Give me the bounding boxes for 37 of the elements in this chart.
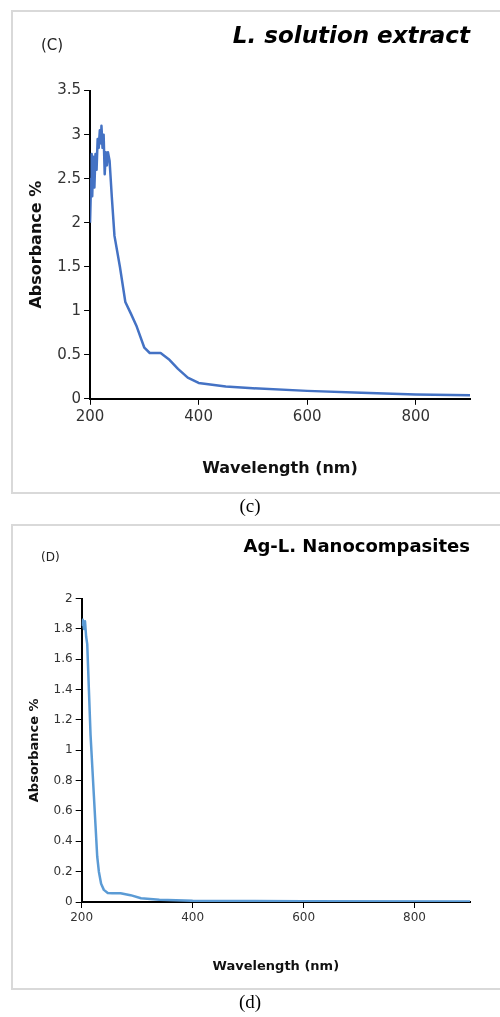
y-axis-title: Absorbance % — [25, 180, 45, 309]
text: (c) — [238, 495, 262, 517]
y-tick-label: 2 — [71, 212, 82, 231]
y-tick-label: 1 — [65, 742, 73, 757]
text: (d) — [237, 991, 263, 1013]
x-tick-label: 200 — [70, 910, 94, 925]
x-tick-label: 800 — [401, 406, 431, 425]
y-axis-title: Absorbance % — [26, 698, 42, 803]
y-tick-label: 2 — [65, 590, 73, 605]
x-axis-title: Wavelength (nm) — [202, 457, 358, 477]
text: (D) — [41, 550, 60, 564]
y-tick-label: 0.5 — [57, 344, 82, 363]
text: (C) — [41, 36, 64, 54]
y-tick-label: 3 — [71, 124, 82, 143]
chart-title: L. solution extract — [232, 21, 471, 48]
y-tick-label: 2.5 — [57, 168, 82, 187]
x-tick-label: 600 — [292, 406, 322, 425]
x-tick-label: 400 — [184, 406, 213, 425]
y-tick-label: 1 — [71, 300, 82, 319]
y-tick-label: 1.6 — [53, 651, 73, 666]
y-tick-label: 1.8 — [53, 621, 73, 636]
chart-title: Ag-L. Nanocompasites — [243, 535, 470, 557]
y-tick-label: 1.5 — [57, 256, 82, 275]
x-tick-label: 600 — [292, 910, 316, 925]
y-tick-label: 1.2 — [53, 712, 73, 727]
y-tick-label: 0.2 — [53, 863, 73, 878]
y-tick-label: 0.8 — [53, 772, 73, 787]
y-tick-label: 0.6 — [53, 803, 73, 818]
y-tick-label: 1.4 — [53, 681, 73, 696]
y-tick-label: 0 — [65, 894, 73, 909]
x-tick-label: 400 — [181, 910, 205, 925]
x-axis-title: Wavelength (nm) — [212, 957, 340, 973]
y-tick-label: 0 — [71, 388, 82, 407]
x-tick-label: 800 — [403, 910, 426, 925]
x-tick-label: 200 — [75, 406, 105, 425]
y-tick-label: 3.5 — [57, 80, 82, 99]
y-tick-label: 0.4 — [53, 833, 73, 848]
